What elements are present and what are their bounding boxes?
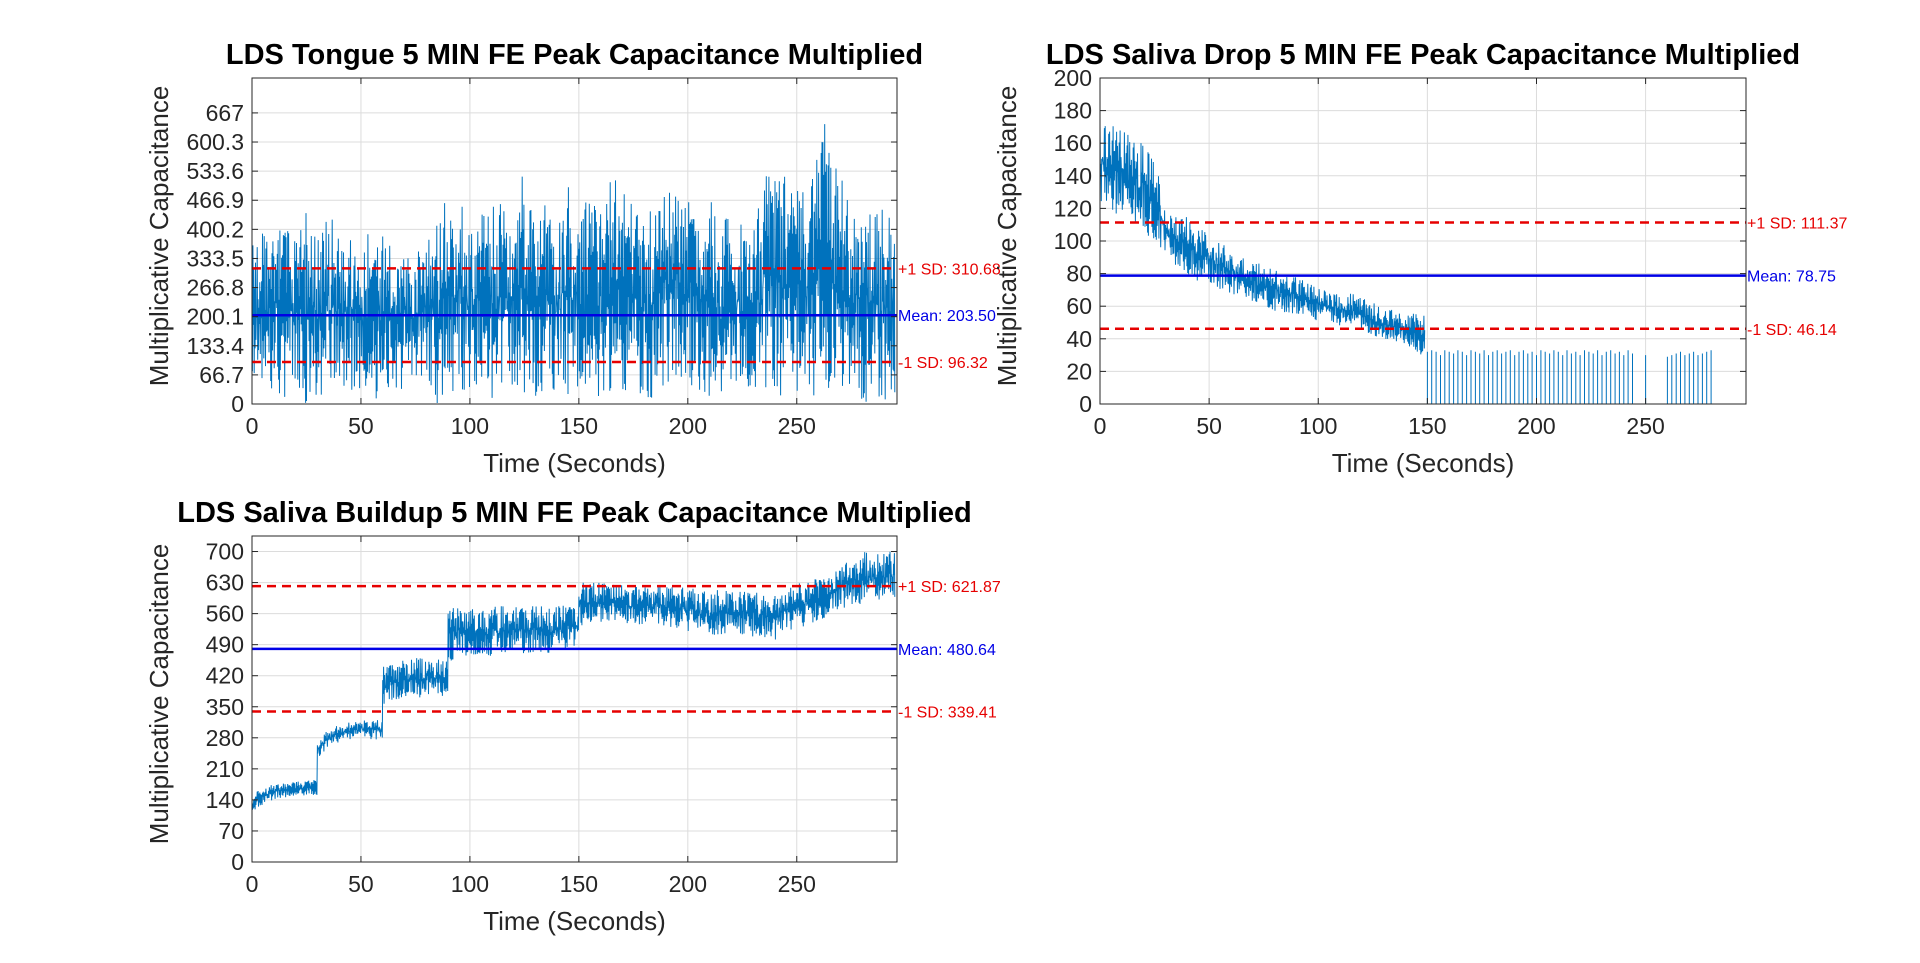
x-tick-label: 100 <box>451 871 489 897</box>
y-tick-label: 210 <box>206 756 244 782</box>
x-tick-label: 200 <box>669 413 707 439</box>
minus-sd-label: -1 SD: 339.41 <box>898 704 997 721</box>
x-tick-label: 0 <box>246 413 259 439</box>
y-tick-label: 533.6 <box>186 158 244 184</box>
y-tick-label: 400.2 <box>186 216 244 242</box>
subplot-tongue: 0 50 100 150 200 250066.7133.4200.1266.8333.5… <box>144 39 1001 478</box>
y-tick-label: 600.3 <box>186 129 244 155</box>
y-tick-label: 420 <box>206 663 244 689</box>
data-series <box>1426 350 1746 404</box>
ticks: 0 50 100 150 200 250066.7133.4200.1266.8333.5… <box>186 78 897 439</box>
y-tick-label: 0 <box>231 391 244 417</box>
y-tick-label: 466.9 <box>186 187 244 213</box>
x-tick-label: 200 <box>1517 413 1555 439</box>
plot-area <box>1100 124 1746 404</box>
plot-area <box>252 124 896 404</box>
y-axis-label: Multiplicative Capacitance <box>144 86 174 387</box>
x-tick-label: 200 <box>669 871 707 897</box>
y-tick-label: 280 <box>206 725 244 751</box>
data-series <box>252 551 896 810</box>
y-tick-label: 350 <box>206 694 244 720</box>
mean-label: Mean: 480.64 <box>898 642 996 659</box>
x-axis-label: Time (Seconds) <box>1332 448 1515 478</box>
y-tick-label: 70 <box>218 818 244 844</box>
signal-line <box>1100 124 1426 355</box>
x-tick-label: 150 <box>560 413 598 439</box>
x-tick-label: 0 <box>246 871 259 897</box>
ticks: 0 50 100 150 200 250 0 20 40 60 80 100 120 140 160 180 2… <box>1054 65 1746 439</box>
x-tick-label: 150 <box>1408 413 1446 439</box>
axes-box <box>251 535 898 863</box>
chart-title: LDS Saliva Buildup 5 MIN FE Peak Capacit… <box>177 497 971 529</box>
y-tick-label: 630 <box>206 570 244 596</box>
x-tick-label: 150 <box>560 871 598 897</box>
y-tick-label: 700 <box>206 539 244 565</box>
y-tick-label: 80 <box>1066 261 1092 287</box>
x-tick-label: 50 <box>1196 413 1222 439</box>
x-tick-label: 50 <box>348 413 374 439</box>
plus-sd-label: +1 SD: 310.68 <box>898 261 1001 278</box>
y-tick-label: 66.7 <box>199 362 244 388</box>
y-tick-label: 100 <box>1054 228 1092 254</box>
y-tick-label: 160 <box>1054 130 1092 156</box>
y-tick-label: 667 <box>206 100 244 126</box>
plot-area <box>252 551 896 810</box>
x-tick-label: 0 <box>1094 413 1107 439</box>
y-tick-label: 180 <box>1054 98 1092 124</box>
chart-title: LDS Saliva Drop 5 MIN FE Peak Capacitanc… <box>1046 39 1800 71</box>
data-series <box>252 124 896 404</box>
y-tick-label: 0 <box>1079 391 1092 417</box>
y-tick-label: 200.1 <box>186 304 244 330</box>
x-tick-label: 100 <box>451 413 489 439</box>
mean-label: Mean: 78.75 <box>1747 269 1836 286</box>
y-tick-label: 266.8 <box>186 275 244 301</box>
grid <box>252 536 897 862</box>
x-axis-label: Time (Seconds) <box>483 448 666 478</box>
chart-title: LDS Tongue 5 MIN FE Peak Capacitance Mul… <box>226 39 923 71</box>
data-series <box>1100 124 1426 355</box>
plus-sd-label: +1 SD: 111.37 <box>1747 215 1847 232</box>
subplot-saliva-drop: 0 50 100 150 200 250 0 20 40 60 80 100 120 140 160 180 2… <box>992 39 1847 478</box>
y-tick-label: 40 <box>1066 326 1092 352</box>
mean-label: Mean: 203.50 <box>898 308 996 325</box>
y-tick-label: 333.5 <box>186 245 244 271</box>
minus-sd-label: -1 SD: 46.14 <box>1747 322 1837 339</box>
y-tick-label: 490 <box>206 632 244 658</box>
x-tick-label: 250 <box>778 413 816 439</box>
signal-line <box>252 551 896 810</box>
minus-sd-label: -1 SD: 96.32 <box>898 355 988 372</box>
x-axis-label: Time (Seconds) <box>483 906 666 936</box>
y-tick-label: 200 <box>1054 65 1092 91</box>
y-tick-label: 133.4 <box>186 333 244 359</box>
x-tick-label: 50 <box>348 871 374 897</box>
ticks: 0 50 100 150 200 250 0 70 140 210 280 350 420 490 560 6… <box>206 536 897 897</box>
signal-line <box>252 124 896 404</box>
x-tick-label: 100 <box>1299 413 1337 439</box>
y-tick-label: 120 <box>1054 195 1092 221</box>
x-tick-label: 250 <box>1626 413 1664 439</box>
y-tick-label: 560 <box>206 601 244 627</box>
y-tick-label: 60 <box>1066 293 1092 319</box>
y-tick-label: 140 <box>1054 163 1092 189</box>
y-tick-label: 0 <box>231 849 244 875</box>
x-tick-label: 250 <box>778 871 816 897</box>
subplot-saliva-buildup: 0 50 100 150 200 250 0 70 140 210 280 350 420 490 560 6… <box>144 497 1001 936</box>
axes-box <box>251 77 898 405</box>
y-tick-label: 20 <box>1066 358 1092 384</box>
y-axis-label: Multiplicative Capacitance <box>144 544 174 845</box>
plus-sd-label: +1 SD: 621.87 <box>898 579 1001 596</box>
signal-spikes <box>1426 350 1746 404</box>
y-tick-label: 140 <box>206 787 244 813</box>
y-axis-label: Multiplicative Capacitance <box>992 86 1022 387</box>
